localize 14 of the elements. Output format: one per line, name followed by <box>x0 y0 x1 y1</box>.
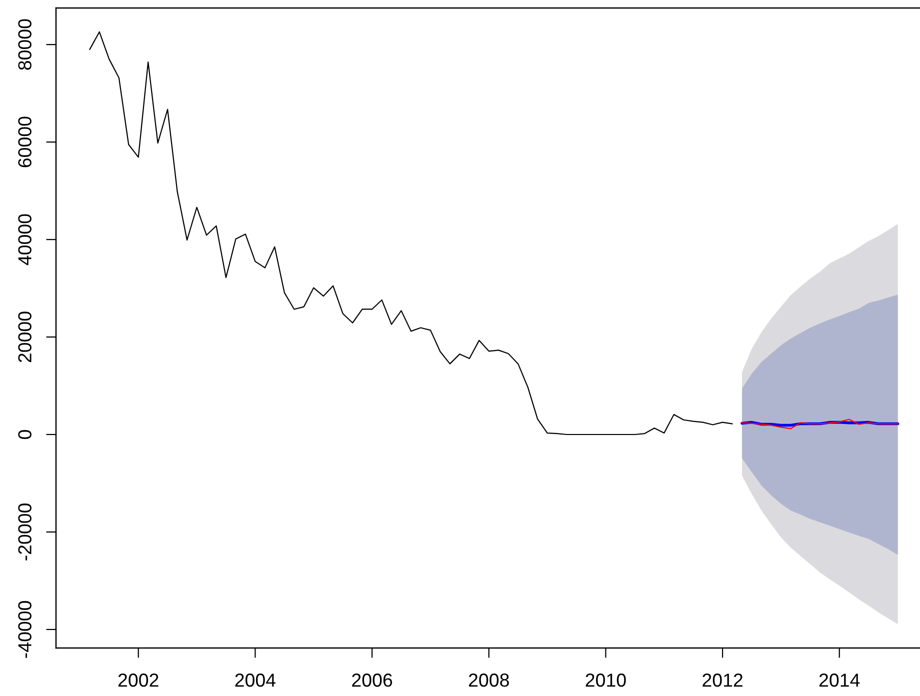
x-tick-label: 2014 <box>819 673 860 687</box>
x-tick-label: 2002 <box>118 673 158 687</box>
x-tick-label: 2010 <box>586 673 626 687</box>
x-tick-label: 2012 <box>702 673 742 687</box>
x-tick-label: 2004 <box>235 673 276 687</box>
x-tick-label: 2008 <box>468 673 509 687</box>
y-tick-label: 40000 <box>18 214 32 266</box>
y-tick-label: -20000 <box>18 504 32 560</box>
y-tick-label: 60000 <box>18 116 32 168</box>
y-tick-label: 80000 <box>18 19 32 70</box>
y-tick-label: -40000 <box>18 601 32 658</box>
y-tick-label: 20000 <box>18 312 32 362</box>
y-tick-label: 0 <box>18 430 32 439</box>
x-tick-label: 2006 <box>352 673 392 687</box>
